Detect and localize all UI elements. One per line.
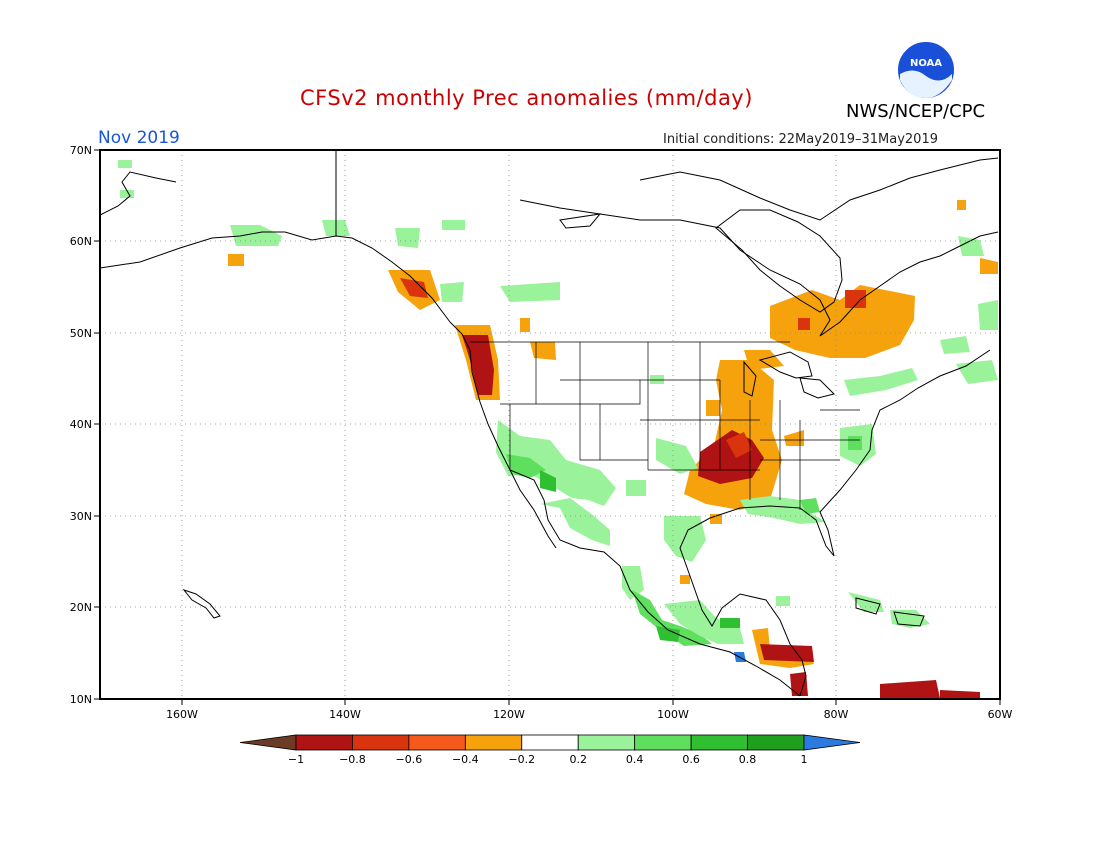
lat-label-20n: 20N (70, 601, 92, 614)
colorbar-swatch-8 (690, 734, 748, 751)
lon-label-100w: 100W (657, 708, 689, 721)
lat-label-60n: 60N (70, 235, 92, 248)
colorbar-label: 0.8 (739, 753, 757, 766)
colorbar-label: −0.4 (452, 753, 479, 766)
colorbar-label: −0.2 (508, 753, 535, 766)
coastlines (100, 150, 999, 697)
logo-text: NOAA (910, 58, 942, 69)
colorbar-swatch-1 (295, 734, 353, 751)
initial-conditions-label: Initial conditions: 22May2019–31May2019 (663, 132, 938, 147)
lon-label-120w: 120W (493, 708, 525, 721)
colorbar-swatch-3 (408, 734, 466, 751)
colorbar-swatch-0 (239, 734, 297, 751)
lat-labels: 70N 60N 50N 40N 30N 20N 10N (70, 144, 92, 706)
colorbar-swatch-9 (747, 734, 805, 751)
colorbar-label: 0.4 (626, 753, 644, 766)
lon-label-60w: 60W (988, 708, 1013, 721)
colorbar-swatch-7 (634, 734, 692, 751)
lon-label-80w: 80W (824, 708, 849, 721)
lat-label-70n: 70N (70, 144, 92, 157)
colorbar-label: −1 (288, 753, 304, 766)
valid-month-label: Nov 2019 (98, 128, 180, 148)
map-title: CFSv2 monthly Prec anomalies (mm/day) (300, 86, 753, 110)
lon-label-140w: 140W (329, 708, 361, 721)
tick-marks (94, 149, 1001, 705)
colorbar-label: −0.8 (339, 753, 366, 766)
colorbar-swatch-10 (803, 734, 861, 751)
colorbar-swatch-6 (577, 734, 636, 751)
lat-label-50n: 50N (70, 327, 92, 340)
noaa-logo: NOAA (896, 40, 956, 100)
lat-label-10n: 10N (70, 693, 92, 706)
state-borders (470, 341, 860, 510)
lon-label-160w: 160W (166, 708, 198, 721)
colorbar-label: 0.6 (682, 753, 700, 766)
colorbar-label: −0.6 (396, 753, 423, 766)
graticule (100, 150, 1000, 699)
colorbar-label: 0.2 (569, 753, 587, 766)
lon-labels: 160W 140W 120W 100W 80W 60W (166, 708, 1012, 721)
org-label: NWS/NCEP/CPC (846, 101, 986, 122)
colorbar-swatch-5 (521, 734, 579, 751)
lat-label-30n: 30N (70, 510, 92, 523)
lat-label-40n: 40N (70, 418, 92, 431)
colorbar: −1 −0.8 −0.6 −0.4 −0.2 0.2 0.4 0.6 0.8 1 (239, 734, 861, 766)
colorbar-label: 1 (801, 753, 808, 766)
colorbar-swatch-4 (464, 734, 523, 751)
colorbar-swatch-2 (352, 734, 410, 751)
